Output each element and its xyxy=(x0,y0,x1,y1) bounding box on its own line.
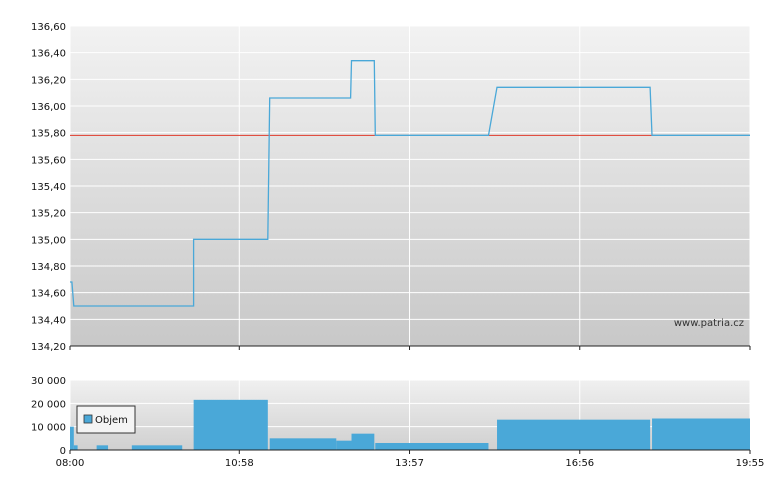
legend-swatch xyxy=(83,414,93,424)
price-y-tick-label: 134,20 xyxy=(31,342,66,353)
price-y-tick-label: 135,20 xyxy=(31,209,66,220)
volume-bar xyxy=(96,445,109,450)
volume-y-tick-label: 10 000 xyxy=(31,423,66,434)
price-y-tick-label: 136,40 xyxy=(31,49,66,60)
volume-y-tick-label: 0 xyxy=(60,446,66,457)
x-tick-label: 10:58 xyxy=(225,458,254,469)
price-y-tick-label: 135,60 xyxy=(31,155,66,166)
price-y-tick-label: 136,20 xyxy=(31,75,66,86)
price-y-tick-label: 136,00 xyxy=(31,102,66,113)
volume-bar xyxy=(193,399,268,450)
x-tick-label: 16:56 xyxy=(565,458,594,469)
legend: Objem xyxy=(76,405,136,434)
price-y-tick-label: 134,80 xyxy=(31,262,66,273)
x-tick-label: 13:57 xyxy=(395,458,424,469)
price-y-axis: 134,20 134,40 134,60 134,80 135,00 135,20 135,… xyxy=(31,22,66,353)
price-series xyxy=(70,60,750,307)
volume-y-axis: 0 10 000 20 000 30 000 xyxy=(31,376,66,457)
volume-y-tick-label: 30 000 xyxy=(31,376,66,387)
volume-bar xyxy=(351,433,375,450)
x-tick-label: 08:00 xyxy=(56,458,85,469)
price-grid xyxy=(69,25,751,347)
volume-y-tick-label: 20 000 xyxy=(31,399,66,410)
price-panel: 134,20 134,40 134,60 134,80 135,00 135,20 135,… xyxy=(31,22,751,353)
volume-bar xyxy=(73,445,78,450)
volume-bar xyxy=(497,419,651,450)
price-y-tick-label: 135,00 xyxy=(31,235,66,246)
volume-bar xyxy=(336,440,352,450)
volume-bar xyxy=(70,426,74,450)
price-y-tick-label: 134,60 xyxy=(31,289,66,300)
price-line xyxy=(70,60,750,307)
volume-panel: 0 10 000 20 000 30 000 08:00 10:58 13:57 16:56… xyxy=(31,376,764,469)
price-y-tick-label: 134,40 xyxy=(31,315,66,326)
volume-bar xyxy=(269,438,337,450)
watermark: www.patria.cz xyxy=(674,318,744,329)
price-y-tick-label: 136,60 xyxy=(31,22,66,33)
price-x-ticks xyxy=(69,346,751,350)
volume-bar xyxy=(131,445,183,450)
volume-bar xyxy=(652,418,750,450)
volume-x-axis: 08:00 10:58 13:57 16:56 19:55 xyxy=(56,450,765,469)
x-tick-label: 19:55 xyxy=(736,458,765,469)
legend-label: Objem xyxy=(95,415,128,426)
volume-bars xyxy=(70,399,750,450)
price-y-tick-label: 135,40 xyxy=(31,182,66,193)
volume-bar xyxy=(375,443,489,450)
price-y-tick-label: 135,80 xyxy=(31,129,66,140)
